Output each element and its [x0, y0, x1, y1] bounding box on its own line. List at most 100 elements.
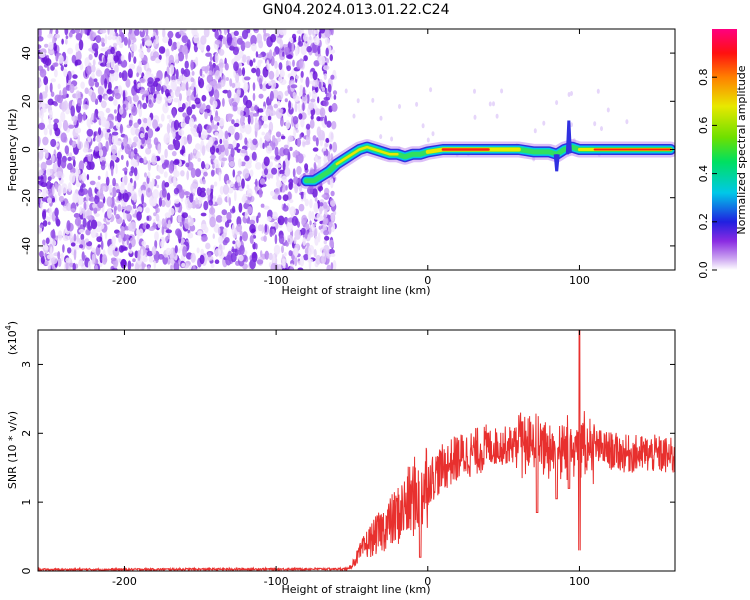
noise-blob [50, 138, 57, 148]
noise-blob [167, 30, 174, 39]
noise-blob [54, 182, 58, 190]
noise-blob [321, 86, 325, 92]
noise-blob [150, 84, 156, 94]
noise-blob [278, 234, 285, 245]
snr-panel: -200 -100 0 100 0 1 2 3 Height of straight line… [4, 321, 676, 596]
noise-blob [323, 244, 330, 256]
noise-blob [189, 96, 197, 101]
noise-blob [51, 240, 57, 247]
noise-blob [49, 109, 53, 119]
noise-blob [314, 108, 321, 116]
noise-blob [114, 64, 119, 74]
noise-blob [308, 29, 313, 36]
noise-blob [120, 258, 127, 269]
noise-blob [164, 148, 168, 159]
noise-blob [138, 60, 142, 67]
noise-blob [259, 83, 263, 90]
noise-blob [40, 200, 43, 210]
noise-blob [309, 198, 313, 209]
noise-blob [39, 250, 44, 258]
noise-blob [332, 90, 338, 96]
noise-blob [122, 192, 129, 203]
noise-blob [88, 187, 93, 198]
noise-blob [246, 29, 251, 34]
noise-blob [163, 171, 168, 178]
noise-blob [262, 142, 265, 149]
noise-blob [226, 33, 233, 44]
noise-blob [331, 102, 338, 112]
noise-blob [60, 252, 64, 262]
noise-blob [258, 93, 264, 99]
noise-blob [319, 202, 324, 207]
noise-blob [168, 54, 175, 66]
noise-blob [160, 240, 165, 248]
noise-blob [293, 127, 296, 139]
noise-blob [262, 66, 269, 78]
noise-blob [256, 259, 264, 265]
noise-blob [317, 232, 321, 243]
noise-blob [63, 100, 68, 111]
noise-blob [77, 134, 80, 145]
noise-blob [203, 200, 209, 211]
noise-blob [317, 45, 321, 55]
noise-blob [242, 231, 248, 242]
noise-blob [285, 241, 289, 247]
noise-blob [312, 71, 318, 81]
noise-blob [285, 119, 291, 130]
noise-blob [181, 212, 188, 219]
noise-blob [278, 29, 286, 36]
noise-blob [209, 61, 212, 67]
noise-blob [212, 29, 217, 32]
noise-blob [183, 68, 191, 78]
noise-blob [274, 60, 278, 69]
noise-blob [204, 111, 208, 120]
noise-blob [262, 123, 268, 129]
noise-blob [330, 253, 336, 257]
noise-blob [329, 239, 335, 248]
noise-blob [261, 131, 266, 136]
noise-blob [118, 234, 122, 243]
noise-blob [101, 42, 105, 47]
noise-blob [136, 72, 139, 78]
noise-blob [118, 245, 125, 253]
noise-blob [228, 196, 231, 207]
noise-blob [297, 267, 304, 270]
noise-blob [164, 76, 170, 86]
noise-blob [80, 207, 86, 214]
noise-blob [328, 248, 335, 255]
noise-blob [94, 81, 100, 88]
noise-blob [282, 160, 286, 172]
noise-blob [306, 46, 313, 53]
noise-blob [128, 51, 132, 63]
noise-blob [153, 80, 158, 87]
noise-blob [169, 89, 172, 94]
noise-blob [100, 163, 106, 171]
noise-blob [488, 101, 492, 107]
noise-blob [95, 35, 102, 44]
noise-blob [252, 82, 256, 92]
noise-blob [240, 149, 248, 154]
noise-blob [38, 122, 46, 130]
noise-blob [137, 232, 140, 243]
noise-blob [151, 246, 157, 256]
noise-blob [73, 233, 77, 242]
noise-blob [272, 135, 276, 143]
snr-multiplier-close: ) [6, 321, 19, 325]
noise-blob [289, 146, 293, 151]
noise-blob [114, 247, 118, 252]
noise-blob [161, 188, 167, 198]
noise-blob [266, 59, 270, 70]
noise-blob [180, 160, 186, 165]
noise-blob [157, 165, 164, 174]
noise-blob [305, 134, 311, 144]
snr-multiplier: (x104) [4, 321, 19, 355]
noise-blob [209, 81, 216, 86]
noise-blob [302, 102, 305, 112]
noise-blob [62, 235, 70, 242]
noise-blob [313, 162, 317, 169]
noise-blob [88, 77, 95, 87]
noise-blob [312, 188, 318, 198]
noise-blob [133, 79, 137, 85]
noise-blob [58, 54, 64, 64]
noise-blob [139, 29, 145, 38]
